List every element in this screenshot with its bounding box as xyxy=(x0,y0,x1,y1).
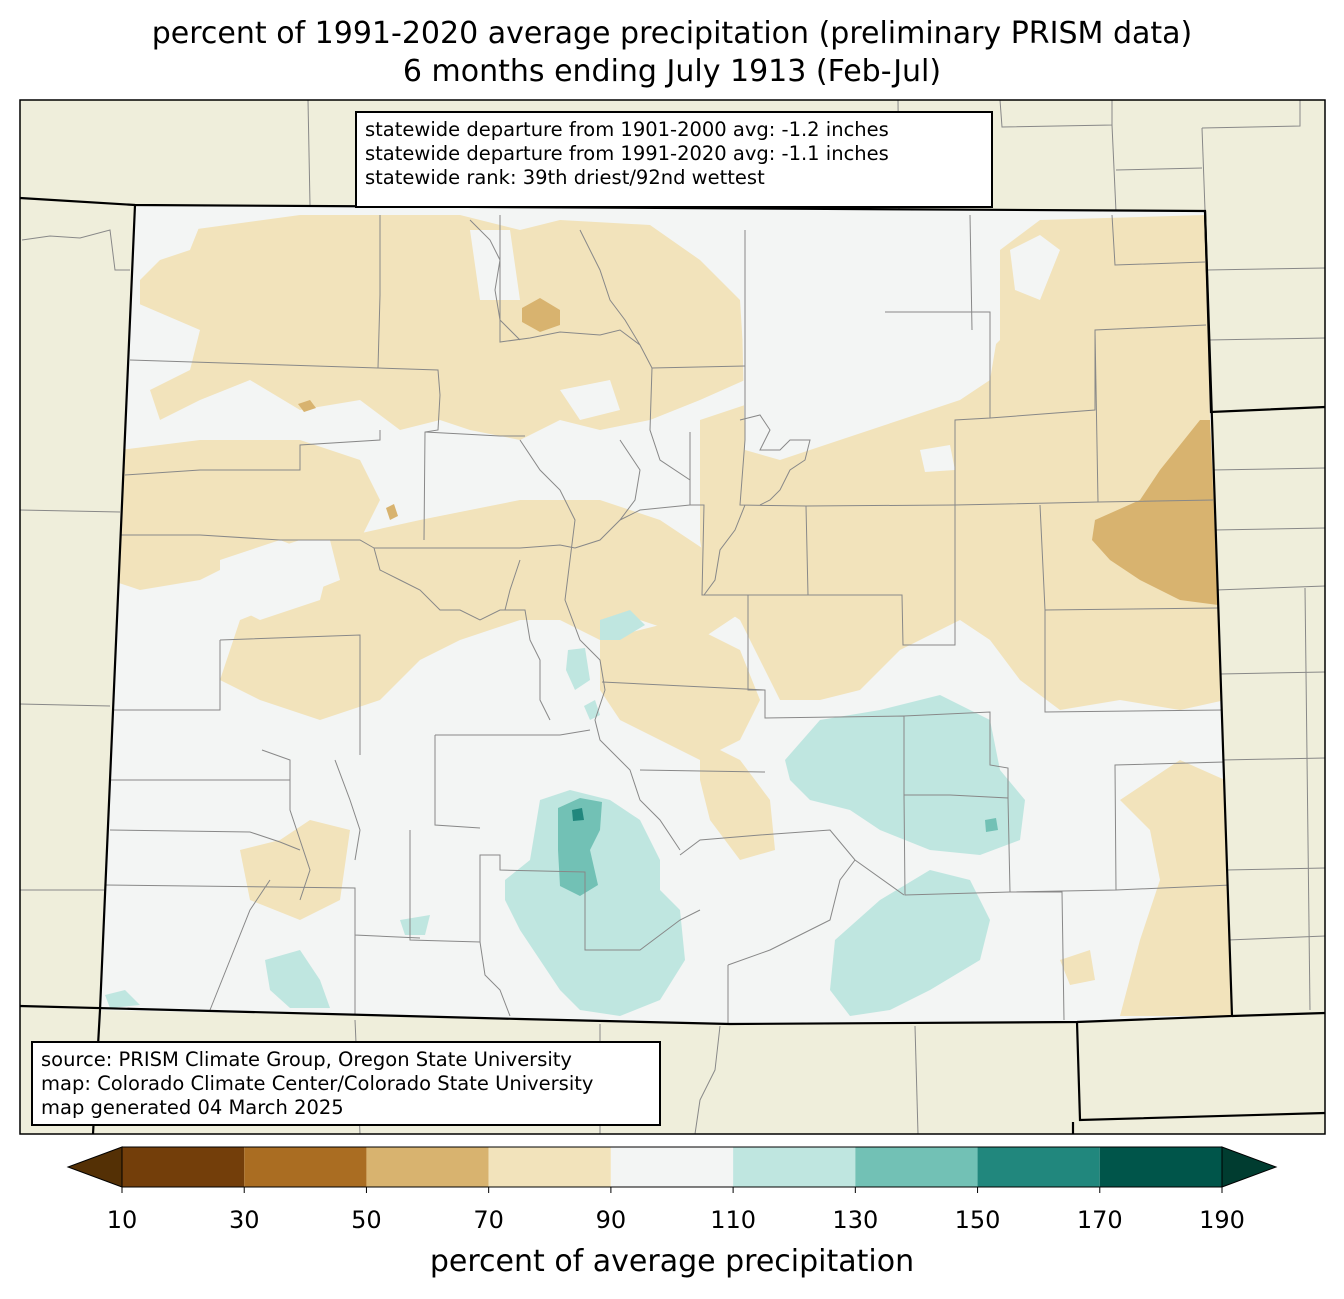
colorbar-bin-170-190 xyxy=(1099,1147,1222,1187)
colorbar-over-arrow xyxy=(1221,1146,1278,1188)
colorbar-bin-150-170 xyxy=(977,1147,1100,1187)
statewide-stats-box: statewide departure from 1901-2000 avg: … xyxy=(355,111,993,208)
credits-box: source: PRISM Climate Group, Oregon Stat… xyxy=(31,1041,661,1126)
colorbar-label: percent of average precipitation xyxy=(429,1244,915,1279)
stats-rank: statewide rank: 39th driest/92nd wettest xyxy=(365,166,765,189)
colorbar-bin-50-70 xyxy=(366,1147,489,1187)
colorbar xyxy=(66,1146,1278,1193)
colorbar-tick-label: 170 xyxy=(1076,1206,1123,1234)
stats-departure-1901-2000: statewide departure from 1901-2000 avg: … xyxy=(365,118,889,141)
colorbar-tick-label: 130 xyxy=(832,1206,879,1234)
colorbar-tick-label: 190 xyxy=(1199,1206,1245,1234)
colorbar-border xyxy=(121,1146,1223,1188)
credit-map: map: Colorado Climate Center/Colorado St… xyxy=(41,1072,594,1095)
colorbar-tick-label: 110 xyxy=(710,1206,757,1234)
colorbar-bin-90-110 xyxy=(610,1147,734,1187)
colorbar-under-arrow xyxy=(66,1146,123,1188)
colorbar-bin-10-30 xyxy=(122,1147,245,1187)
colorbar-bin-30-50 xyxy=(244,1147,367,1187)
stats-departure-1991-2020: statewide departure from 1991-2020 avg: … xyxy=(365,142,889,165)
colorbar-bin-70-90 xyxy=(488,1147,611,1187)
colorbar-tick-label: 150 xyxy=(954,1206,1001,1234)
colorbar-tick-label: 70 xyxy=(473,1206,504,1234)
county-lines xyxy=(104,214,1232,1024)
colorbar-tick-label: 10 xyxy=(106,1206,138,1234)
colorbar-tick-label: 50 xyxy=(351,1206,382,1234)
colorbar-bin-130-150 xyxy=(855,1147,978,1187)
colorbar-tick-label: 30 xyxy=(228,1206,260,1234)
colorbar-bin-110-130 xyxy=(733,1147,856,1187)
colorbar-tick-label: 90 xyxy=(595,1206,627,1234)
precipitation-contours xyxy=(104,214,1232,1024)
credit-source: source: PRISM Climate Group, Oregon Stat… xyxy=(41,1048,572,1071)
map-title-line2: 6 months ending July 1913 (Feb-Jul) xyxy=(402,54,942,89)
credit-generated: map generated 04 March 2025 xyxy=(41,1096,344,1119)
map-title-line1: percent of 1991-2020 average precipitati… xyxy=(151,16,1193,51)
